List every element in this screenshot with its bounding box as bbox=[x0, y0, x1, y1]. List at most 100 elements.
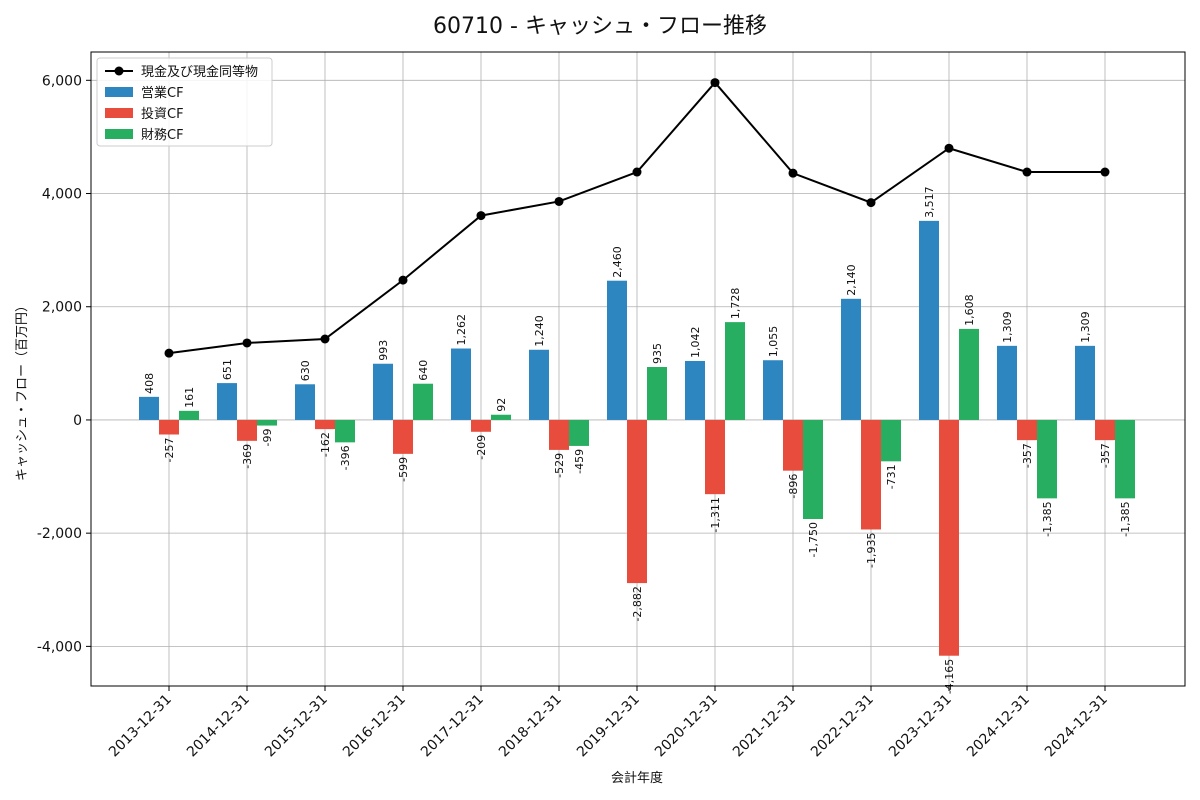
bar-value-label: -896 bbox=[787, 474, 800, 499]
bar-value-label: -209 bbox=[475, 435, 488, 460]
bar-value-label: 161 bbox=[183, 387, 196, 408]
bar-営業CF bbox=[139, 396, 159, 420]
bar-財務CF bbox=[413, 383, 433, 420]
bar-営業CF bbox=[997, 345, 1017, 420]
bar-営業CF bbox=[529, 349, 549, 420]
y-tick-label: -2,000 bbox=[37, 526, 82, 542]
bar-投資CF bbox=[237, 419, 257, 441]
cash-point bbox=[476, 211, 486, 221]
label-layer: 408 651 630 993 1,262 1,240 2,460 1,042 1,055 2,1… bbox=[143, 186, 1132, 694]
bar-財務CF bbox=[179, 410, 199, 420]
bar-財務CF bbox=[335, 419, 355, 443]
bar-value-label: -357 bbox=[1099, 443, 1112, 468]
x-tick-label: 2015-12-31 bbox=[262, 692, 331, 761]
bar-財務CF bbox=[1115, 419, 1135, 499]
cash-point bbox=[944, 143, 954, 153]
bar-財務CF bbox=[257, 419, 277, 426]
y-tick-label: -4,000 bbox=[37, 639, 82, 655]
bar-営業CF bbox=[919, 220, 939, 420]
bar-value-label: -1,385 bbox=[1041, 501, 1054, 536]
bar-value-label: -529 bbox=[553, 453, 566, 478]
bar-財務CF bbox=[647, 367, 667, 420]
bar-投資CF bbox=[393, 419, 413, 454]
cash-point bbox=[398, 275, 408, 285]
bar-value-label: -1,935 bbox=[865, 532, 878, 567]
bar-value-label: 1,262 bbox=[455, 314, 468, 346]
bar-営業CF bbox=[607, 280, 627, 420]
bar-value-label: -1,750 bbox=[807, 522, 820, 557]
bar-投資CF bbox=[549, 419, 569, 450]
bar-財務CF bbox=[881, 419, 901, 462]
bar-財務CF bbox=[1037, 419, 1057, 499]
chart-title: 60710 - キャッシュ・フロー推移 bbox=[433, 14, 767, 39]
x-tick-label: 2017-12-31 bbox=[418, 692, 487, 761]
x-tick-label: 2014-12-31 bbox=[184, 692, 253, 761]
x-tick-label: 2021-12-31 bbox=[730, 692, 799, 761]
bar-value-label: 1,309 bbox=[1079, 311, 1092, 343]
y-tick-label: 6,000 bbox=[42, 73, 82, 89]
bar-投資CF bbox=[627, 419, 647, 584]
cash-point bbox=[866, 198, 876, 208]
bar-layer bbox=[139, 220, 1135, 656]
bar-value-label: -257 bbox=[163, 437, 176, 462]
cash-point bbox=[554, 196, 564, 206]
bar-value-label: 2,140 bbox=[845, 264, 858, 296]
legend-swatch-営業CF bbox=[105, 87, 133, 97]
bar-value-label: -1,311 bbox=[709, 497, 722, 532]
cash-point bbox=[1022, 167, 1032, 177]
bar-財務CF bbox=[725, 322, 745, 420]
x-tick-label: 2024-12-31 bbox=[964, 692, 1033, 761]
bar-value-label: -396 bbox=[339, 445, 352, 470]
legend-entry: 現金及び現金同等物 bbox=[141, 64, 258, 80]
bar-value-label: -162 bbox=[319, 432, 332, 457]
line-layer bbox=[164, 78, 1110, 358]
bar-営業CF bbox=[295, 384, 315, 420]
bar-財務CF bbox=[491, 414, 511, 420]
bar-value-label: -1,385 bbox=[1119, 501, 1132, 536]
bar-投資CF bbox=[783, 419, 803, 471]
bar-営業CF bbox=[841, 298, 861, 420]
bar-営業CF bbox=[451, 348, 471, 420]
x-tick-label: 2024-12-31 bbox=[1042, 692, 1111, 761]
bar-value-label: -599 bbox=[397, 457, 410, 482]
x-tick-label: 2019-12-31 bbox=[574, 692, 643, 761]
cash-point bbox=[320, 334, 330, 344]
bar-投資CF bbox=[939, 419, 959, 656]
bar-営業CF bbox=[373, 363, 393, 420]
bar-value-label: -369 bbox=[241, 444, 254, 469]
x-tick-label: 2020-12-31 bbox=[652, 692, 721, 761]
bar-財務CF bbox=[569, 419, 589, 446]
legend-entry: 財務CF bbox=[141, 128, 184, 143]
bar-営業CF bbox=[685, 360, 705, 420]
bar-value-label: 935 bbox=[651, 343, 664, 364]
bar-財務CF bbox=[959, 328, 979, 420]
bar-value-label: 630 bbox=[299, 360, 312, 381]
bar-value-label: 640 bbox=[417, 360, 430, 381]
bar-value-label: -357 bbox=[1021, 443, 1034, 468]
legend-swatch-投資CF bbox=[105, 108, 133, 118]
bar-value-label: -2,882 bbox=[631, 586, 644, 621]
y-tick-label: 4,000 bbox=[42, 187, 82, 203]
x-tick-label: 2013-12-31 bbox=[106, 692, 175, 761]
bar-value-label: 651 bbox=[221, 359, 234, 380]
bar-投資CF bbox=[705, 419, 725, 495]
bar-value-label: -99 bbox=[261, 429, 274, 447]
bar-投資CF bbox=[471, 419, 491, 432]
bar-value-label: 993 bbox=[377, 340, 390, 361]
bar-投資CF bbox=[315, 419, 335, 430]
bar-営業CF bbox=[1075, 345, 1095, 420]
bar-value-label: 408 bbox=[143, 373, 156, 394]
cash-point bbox=[632, 167, 642, 177]
plot-frame bbox=[90, 51, 1186, 687]
legend-swatch-財務CF bbox=[105, 129, 133, 139]
cash-point bbox=[1100, 167, 1110, 177]
legend-swatch-marker bbox=[114, 66, 124, 76]
x-tick-label: 2022-12-31 bbox=[808, 692, 877, 761]
y-tick-label: 0 bbox=[73, 413, 82, 429]
x-axis-label: 会計年度 bbox=[611, 770, 663, 786]
bar-営業CF bbox=[217, 383, 237, 420]
cash-point bbox=[242, 338, 252, 348]
